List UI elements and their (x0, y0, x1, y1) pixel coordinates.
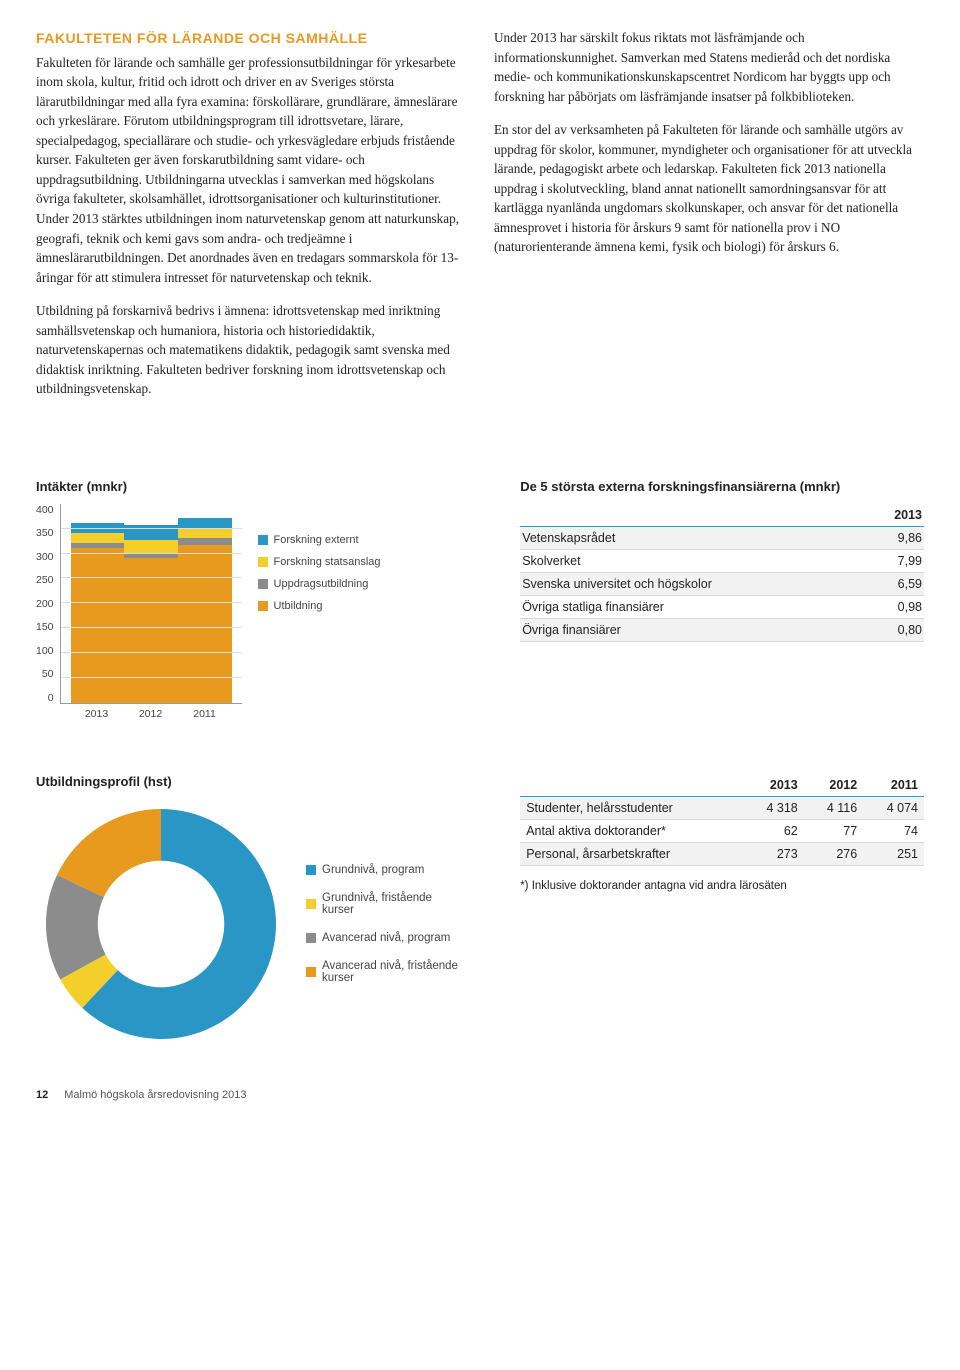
page-footer: 12 Malmö högskola årsredovisning 2013 (36, 1089, 924, 1101)
legend-item: Utbildning (258, 600, 398, 612)
col2-para1: Under 2013 har särskilt fokus riktats mo… (494, 28, 924, 106)
legend-item: Forskning externt (258, 534, 398, 546)
table-row: Övriga statliga finansiärer0,98 (520, 595, 924, 618)
table-row: Studenter, helårsstudenter4 3184 1164 07… (520, 796, 924, 819)
legend-item: Grundnivå, fristående kurser (306, 892, 462, 916)
stats-note: *) Inklusive doktorander antagna vid and… (520, 880, 924, 892)
bar-chart-title: Intäkter (mnkr) (36, 479, 480, 494)
table-row: Övriga finansiärer0,80 (520, 618, 924, 641)
bar-chart-panel: Intäkter (mnkr) 400350300250200150100500… (36, 479, 480, 734)
row-charts-2: Utbildningsprofil (hst) Grundnivå, progr… (36, 774, 924, 1049)
donut-legend: Grundnivå, program Grundnivå, fristående … (306, 864, 462, 984)
bar-2011 (178, 518, 232, 703)
table-row: Antal aktiva doktorander*627774 (520, 819, 924, 842)
financiers-panel: De 5 största externa forskningsfinansiär… (520, 479, 924, 642)
legend-item: Uppdragsutbildning (258, 578, 398, 590)
body-text-columns: FAKULTETEN FÖR LÄRANDE OCH SAMHÄLLE Faku… (36, 28, 924, 399)
bar-chart-legend: Forskning externt Forskning statsanslag Up… (258, 504, 398, 612)
legend-item: Forskning statsanslag (258, 556, 398, 568)
column-right: Under 2013 har särskilt fokus riktats mo… (494, 28, 924, 399)
column-left: FAKULTETEN FÖR LÄRANDE OCH SAMHÄLLE Faku… (36, 28, 466, 399)
section-heading: FAKULTETEN FÖR LÄRANDE OCH SAMHÄLLE (36, 28, 466, 49)
donut-panel: Utbildningsprofil (hst) Grundnivå, progr… (36, 774, 480, 1049)
col2-para2: En stor del av verksamheten på Fakultete… (494, 120, 924, 257)
legend-item: Grundnivå, program (306, 864, 462, 876)
financiers-table: 2013 Vetenskapsrådet9,86Skolverket7,99Sv… (520, 504, 924, 642)
stats-panel: 201320122011 Studenter, helårsstudenter4… (520, 774, 924, 892)
legend-item: Avancerad nivå, program (306, 932, 462, 944)
donut-title: Utbildningsprofil (hst) (36, 774, 480, 789)
col1-para1: Fakulteten för lärande och samhälle ger … (36, 55, 459, 285)
table-row: Personal, årsarbetskrafter273276251 (520, 842, 924, 865)
bar-chart-plot (60, 504, 242, 704)
table-row: Vetenskapsrådet9,86 (520, 526, 924, 549)
table-row: Svenska universitet och högskolor6,59 (520, 572, 924, 595)
table-row: Skolverket7,99 (520, 549, 924, 572)
financiers-title: De 5 största externa forskningsfinansiär… (520, 479, 924, 494)
financiers-year: 2013 (867, 504, 924, 527)
row-charts-1: Intäkter (mnkr) 400350300250200150100500… (36, 479, 924, 734)
bar-chart-xaxis: 201320122011 (60, 704, 242, 720)
bar-chart-yaxis: 400350300250200150100500 (36, 504, 60, 704)
stats-table: 201320122011 Studenter, helårsstudenter4… (520, 774, 924, 866)
page-number: 12 (36, 1089, 48, 1101)
bar-2013 (71, 523, 125, 703)
legend-item: Avancerad nivå, fristående kurser (306, 960, 462, 984)
col1-para2: Utbildning på forskarnivå bedrivs i ämne… (36, 301, 466, 399)
footer-text: Malmö högskola årsredovisning 2013 (64, 1089, 246, 1101)
bar-chart: 400350300250200150100500 201320122011 (36, 504, 242, 734)
donut-chart (36, 799, 286, 1049)
